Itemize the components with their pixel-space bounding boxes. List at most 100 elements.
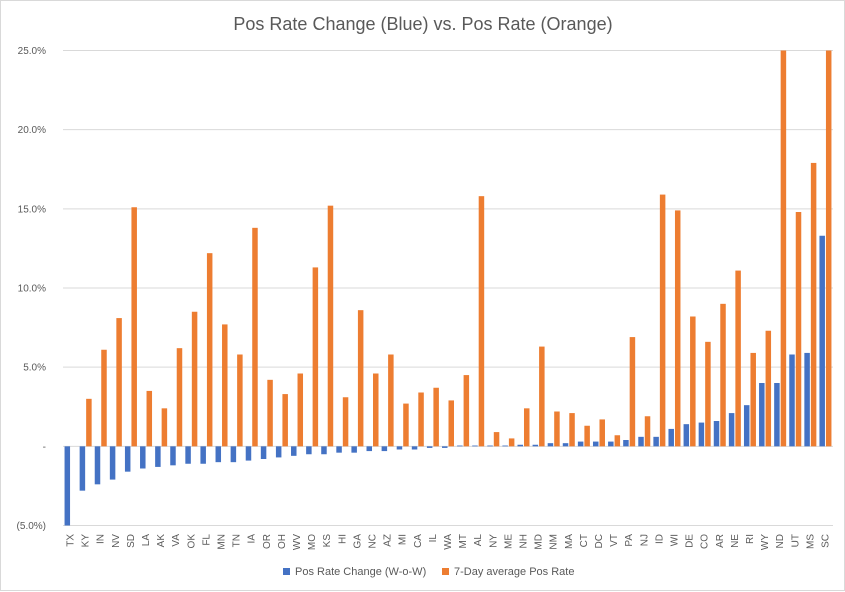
bar-pos-rate-change-nj <box>638 436 644 447</box>
bar-pos-rate-change-al <box>472 445 478 447</box>
bar-pos-rate-change-ne <box>728 413 735 447</box>
bar-7-day-average-ca <box>418 392 424 447</box>
x-category-label: NJ <box>639 534 650 546</box>
x-category-label: PA <box>624 534 635 547</box>
bar-7-day-average-la <box>146 390 153 447</box>
bar-7-day-average-id <box>659 194 666 447</box>
bar-7-day-average-mn <box>222 324 228 447</box>
bar-pos-rate-change-wa <box>442 446 448 448</box>
bar-7-day-average-ky <box>86 398 92 447</box>
x-category-label: WV <box>292 534 303 550</box>
x-category-label: OR <box>262 534 273 549</box>
x-category-label: SD <box>126 534 137 548</box>
x-category-label: NM <box>549 534 560 550</box>
x-category-label: NC <box>368 534 379 548</box>
bar-7-day-average-nj <box>644 416 651 447</box>
x-category-label: RI <box>745 534 756 544</box>
bar-pos-rate-change-dc <box>592 441 599 447</box>
bar-7-day-average-ks <box>327 205 334 447</box>
x-category-label: GA <box>352 534 363 549</box>
bar-pos-rate-change-oh <box>275 446 282 458</box>
bar-pos-rate-change-ak <box>155 446 161 467</box>
bar-pos-rate-change-tx <box>64 446 71 526</box>
x-category-label: MN <box>217 534 228 550</box>
bar-7-day-average-wi <box>674 210 681 447</box>
bar-7-day-average-sd <box>131 207 137 447</box>
x-category-label: ME <box>503 534 514 549</box>
y-tick-label: 5.0% <box>23 363 46 374</box>
bar-7-day-average-ny <box>493 432 500 447</box>
y-tick-label: (5.0%) <box>17 521 46 532</box>
x-category-label: VT <box>609 534 620 547</box>
legend-swatch-pos-rate-change <box>283 568 290 575</box>
bar-pos-rate-change-sc <box>819 235 825 447</box>
bar-7-day-average-oh <box>282 394 288 447</box>
x-category-label: ND <box>775 534 786 548</box>
bar-pos-rate-change-nm <box>547 443 554 447</box>
x-category-label: MA <box>564 534 575 549</box>
bar-7-day-average-ak <box>161 408 168 447</box>
bar-7-day-average-al <box>478 196 485 447</box>
bar-pos-rate-change-wi <box>668 428 674 447</box>
bar-pos-rate-change-id <box>653 436 659 447</box>
bar-pos-rate-change-va <box>170 446 176 466</box>
bar-7-day-average-hi <box>342 397 349 447</box>
x-category-label: HI <box>337 534 348 544</box>
x-category-label: TN <box>232 534 243 547</box>
bar-pos-rate-change-wy <box>759 383 765 447</box>
bar-pos-rate-change-md <box>532 444 539 447</box>
bar-7-day-average-in <box>101 349 107 447</box>
bar-pos-rate-change-mi <box>396 446 403 450</box>
y-tick-label: 20.0% <box>18 125 46 136</box>
bar-pos-rate-change-mt <box>457 445 463 447</box>
x-category-label: UT <box>790 534 801 547</box>
bar-7-day-average-co <box>705 341 711 447</box>
bar-7-day-average-me <box>508 438 515 447</box>
bar-7-day-average-sc <box>825 50 832 447</box>
x-category-label: WA <box>443 534 454 550</box>
bar-pos-rate-change-sd <box>124 446 131 472</box>
x-category-label: KS <box>322 534 333 548</box>
x-category-label: AZ <box>383 534 394 547</box>
y-tick-label: 10.0% <box>18 284 46 295</box>
bar-pos-rate-change-ut <box>789 354 795 447</box>
bar-7-day-average-ma <box>569 413 575 447</box>
bar-pos-rate-change-nh <box>517 444 523 447</box>
bar-7-day-average-nh <box>523 408 530 447</box>
bar-pos-rate-change-mn <box>215 446 222 463</box>
bar-pos-rate-change-de <box>683 424 690 447</box>
bar-7-day-average-or <box>267 379 273 447</box>
x-category-label: ID <box>654 534 665 544</box>
bar-pos-rate-change-ct <box>577 441 584 447</box>
x-category-label: MO <box>307 534 318 550</box>
x-category-label: CT <box>579 534 590 547</box>
bar-pos-rate-change-fl <box>200 446 206 464</box>
bar-pos-rate-change-ia <box>245 446 252 461</box>
bar-pos-rate-change-or <box>260 446 267 459</box>
bar-7-day-average-ia <box>252 227 258 447</box>
y-tick-label: - <box>43 442 46 453</box>
bar-7-day-average-mo <box>312 267 319 447</box>
bar-pos-rate-change-nc <box>366 446 373 452</box>
bar-7-day-average-fl <box>206 253 213 447</box>
bar-pos-rate-change-ma <box>562 443 569 447</box>
x-category-label: MS <box>805 534 816 549</box>
x-category-label: KY <box>81 534 92 548</box>
x-category-label: SC <box>820 534 831 548</box>
bar-pos-rate-change-co <box>698 422 705 447</box>
bar-pos-rate-change-ca <box>411 446 418 450</box>
x-axis-category-labels: TX KY IN NV SD LA AK VA OK FL MN TN IA OR OH WV MO KS HI GA… <box>66 534 832 551</box>
bar-7-day-average-nc <box>373 373 379 447</box>
bar-7-day-average-ri <box>750 352 756 447</box>
x-category-label: OH <box>277 534 288 549</box>
legend-label-7-day-average: 7-Day average Pos Rate <box>454 566 574 578</box>
bar-7-day-average-ar <box>720 303 726 447</box>
bar-7-day-average-nv <box>116 318 122 447</box>
x-category-label: NY <box>488 534 499 548</box>
x-category-label: CA <box>413 534 424 548</box>
bar-7-day-average-dc <box>599 419 605 447</box>
bar-7-day-average-ut <box>795 212 802 447</box>
gridlines <box>63 50 833 526</box>
x-category-label: NE <box>730 534 741 548</box>
